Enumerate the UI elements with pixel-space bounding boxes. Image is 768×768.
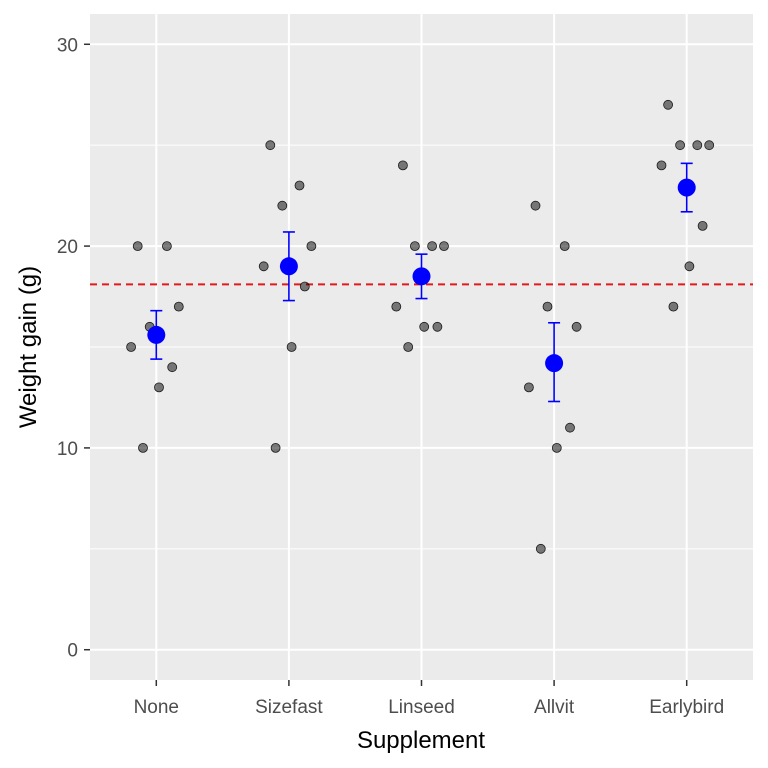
x-tick-label-allvit: Allvit bbox=[534, 697, 575, 718]
x-tick-label-none: None bbox=[134, 697, 179, 718]
data-point-earlybird bbox=[692, 140, 703, 151]
data-point-linseed bbox=[427, 241, 438, 252]
data-point-earlybird bbox=[684, 261, 695, 272]
data-point-allvit bbox=[551, 442, 562, 453]
mean-markers bbox=[147, 178, 696, 373]
y-tick-label: 10 bbox=[57, 439, 78, 460]
mean-marker-sizefast bbox=[279, 257, 298, 276]
data-point-sizefast bbox=[286, 342, 297, 352]
data-point-allvit bbox=[542, 301, 553, 312]
mean-marker-none bbox=[147, 325, 166, 344]
y-tick-label: 20 bbox=[57, 237, 78, 258]
data-point-earlybird bbox=[675, 140, 685, 151]
mean-marker-linseed bbox=[412, 267, 431, 286]
data-point-sizefast bbox=[299, 281, 310, 292]
data-point-none bbox=[138, 442, 148, 453]
data-point-linseed bbox=[403, 342, 414, 352]
x-axis: None Sizefast Linseed Allvit Earlybird bbox=[134, 680, 724, 718]
data-point-allvit bbox=[524, 382, 534, 393]
x-tick-label-sizefast: Sizefast bbox=[255, 697, 323, 718]
data-point-sizefast bbox=[277, 200, 288, 211]
x-axis-title: Supplement bbox=[357, 727, 485, 754]
data-point-earlybird bbox=[663, 99, 673, 110]
data-point-sizefast bbox=[265, 140, 276, 151]
data-point-earlybird bbox=[697, 220, 708, 231]
data-point-none bbox=[167, 362, 178, 373]
data-point-earlybird bbox=[704, 140, 715, 151]
data-point-linseed bbox=[432, 321, 443, 332]
data-point-sizefast bbox=[294, 180, 305, 191]
data-point-allvit bbox=[565, 422, 575, 433]
data-point-none bbox=[126, 342, 137, 352]
data-point-sizefast bbox=[306, 241, 317, 252]
data-point-sizefast bbox=[270, 442, 281, 453]
data-points bbox=[126, 99, 715, 554]
data-point-allvit bbox=[571, 321, 582, 332]
data-point-linseed bbox=[397, 160, 408, 171]
data-point-none bbox=[154, 382, 164, 393]
data-point-allvit bbox=[530, 200, 541, 211]
x-tick-label-earlybird: Earlybird bbox=[649, 697, 724, 718]
mean-marker-earlybird bbox=[677, 178, 696, 197]
y-tick-label: 30 bbox=[57, 35, 78, 56]
data-point-earlybird bbox=[668, 301, 679, 312]
data-point-none bbox=[132, 241, 143, 252]
data-point-none bbox=[173, 301, 184, 312]
data-point-earlybird bbox=[656, 160, 667, 171]
y-axis-title: Weight gain (g) bbox=[15, 266, 42, 428]
data-point-linseed bbox=[391, 301, 402, 312]
y-tick-label: 0 bbox=[67, 641, 78, 662]
y-axis: 0 10 20 30 bbox=[57, 35, 90, 662]
mean-marker-allvit bbox=[545, 354, 564, 373]
data-point-sizefast bbox=[258, 261, 269, 272]
data-point-linseed bbox=[419, 321, 430, 332]
data-point-linseed bbox=[439, 241, 449, 252]
data-point-linseed bbox=[409, 241, 420, 252]
x-tick-label-linseed: Linseed bbox=[388, 697, 455, 718]
data-point-allvit bbox=[535, 543, 546, 554]
data-point-allvit bbox=[559, 241, 570, 252]
data-point-none bbox=[161, 241, 172, 252]
